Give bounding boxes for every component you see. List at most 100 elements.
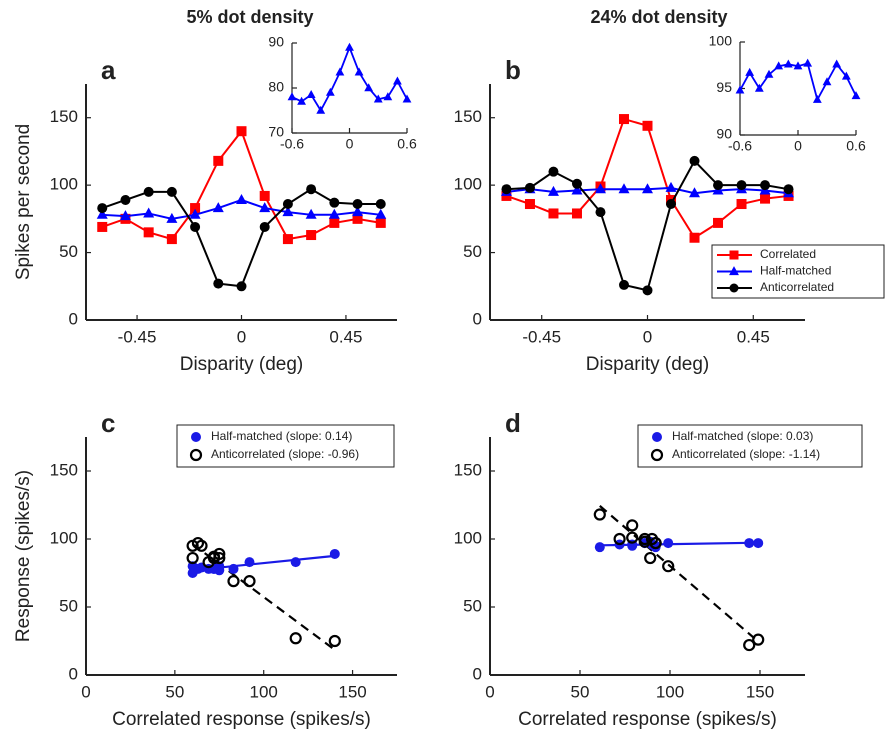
y-tick-label: 100 (454, 175, 482, 194)
data-point (297, 96, 306, 105)
x-tick-label: 0.45 (329, 327, 362, 346)
data-point (166, 234, 177, 245)
y-tick-label: 0 (69, 309, 78, 328)
legend-label: Anticorrelated (slope: -0.96) (211, 447, 359, 461)
data-point (329, 217, 340, 228)
y-tick-label: 70 (268, 124, 284, 140)
data-point (329, 548, 340, 559)
data-point (393, 76, 402, 85)
data-point (282, 206, 294, 217)
data-point (243, 575, 256, 588)
data-point (289, 632, 302, 645)
data-point (352, 206, 364, 217)
data-point (851, 91, 861, 100)
data-point (259, 202, 271, 213)
data-point (186, 551, 199, 565)
data-point (595, 207, 606, 218)
legend-label: Anticorrelated (slope: -1.14) (672, 447, 820, 461)
x-tick-label: 100 (656, 682, 684, 701)
data-point (354, 67, 364, 76)
x-tick-label: -0.45 (522, 327, 561, 346)
legend-marker (729, 283, 739, 293)
x-tick-label: -0.45 (118, 327, 157, 346)
data-point (375, 199, 386, 210)
data-point (375, 217, 386, 228)
x-tick-label: 0 (485, 682, 494, 701)
x-tick-label: 50 (165, 682, 184, 701)
data-point (189, 208, 201, 219)
data-point (548, 208, 559, 219)
x-tick-label: 0.6 (846, 138, 866, 154)
data-point (642, 120, 653, 131)
data-point (774, 61, 784, 70)
data-point (335, 67, 345, 76)
legend-box (176, 424, 395, 468)
data-point (328, 208, 340, 219)
data-point (832, 59, 842, 68)
y-tick-label: 150 (454, 460, 482, 479)
legend-marker (191, 432, 201, 442)
legend-marker (189, 448, 203, 462)
data-point (306, 230, 317, 241)
data-point (689, 187, 701, 198)
data-point (618, 183, 630, 194)
y-tick-label: 90 (268, 34, 284, 50)
data-point (329, 197, 340, 208)
data-point (306, 184, 317, 195)
data-point (760, 180, 771, 191)
y-tick-label: 90 (716, 126, 732, 142)
data-point (259, 221, 270, 232)
data-point (618, 279, 629, 290)
x-axis-label: Disparity (deg) (586, 354, 710, 375)
data-point (665, 181, 677, 192)
legend-marker (650, 448, 664, 462)
data-point (375, 208, 387, 219)
x-tick-label: 0.45 (737, 327, 770, 346)
data-point (213, 551, 226, 565)
data-point (236, 126, 247, 137)
x-tick-label: 150 (338, 682, 366, 701)
data-point (524, 199, 535, 210)
data-point (305, 208, 317, 219)
data-point (689, 232, 700, 243)
legend-label: Half-matched (slope: 0.03) (672, 429, 813, 443)
y-tick-label: 100 (454, 528, 482, 547)
data-point (166, 186, 177, 197)
y-tick-label: 50 (59, 596, 78, 615)
data-point (764, 69, 774, 78)
panel-letter: d (505, 408, 521, 438)
data-point (282, 234, 293, 245)
x-tick-label: 0 (346, 136, 354, 152)
x-tick-label: -0.6 (728, 138, 752, 154)
data-point (352, 213, 363, 224)
data-point (571, 178, 582, 189)
data-point (736, 180, 747, 191)
y-tick-label: 0 (69, 664, 78, 683)
data-point (571, 184, 583, 195)
data-point (803, 58, 813, 67)
data-point (822, 77, 832, 86)
fit-line (599, 505, 759, 643)
data-point (97, 221, 108, 232)
x-tick-label: 0.6 (397, 136, 417, 152)
legend-label: Half-matched (760, 264, 831, 278)
data-point (213, 155, 224, 166)
data-point (663, 538, 674, 549)
y-tick-label: 95 (716, 79, 732, 95)
legend-marker (729, 266, 739, 276)
panel-letter: b (505, 55, 521, 85)
x-tick-label: 50 (571, 682, 590, 701)
data-point (689, 155, 700, 166)
y-tick-label: 150 (454, 107, 482, 126)
data-point (345, 42, 354, 51)
data-point (373, 94, 383, 103)
fit-line (599, 541, 759, 547)
legend-label: Correlated (760, 247, 816, 261)
data-point (402, 94, 412, 103)
data-point (190, 221, 201, 232)
data-point (593, 508, 606, 521)
data-point (666, 199, 677, 210)
y-tick-label: 100 (709, 33, 733, 49)
data-point (745, 67, 755, 76)
data-point (316, 105, 326, 114)
